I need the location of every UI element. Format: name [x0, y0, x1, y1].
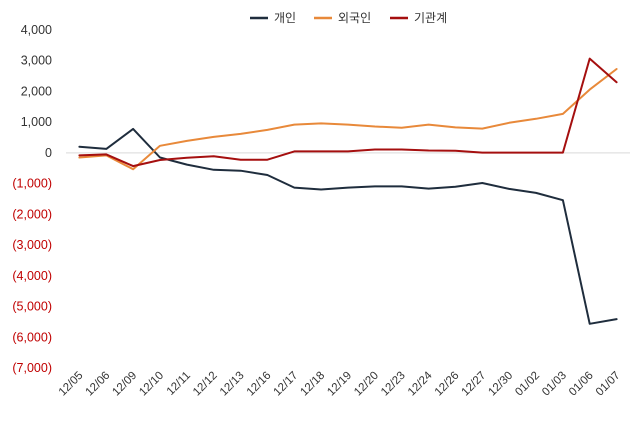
x-axis: 12/0512/0612/0912/1012/1112/1212/1312/16…: [57, 369, 623, 398]
x-tick-label: 12/30: [486, 370, 515, 399]
x-tick-label: 12/12: [191, 370, 220, 399]
x-tick-label: 01/03: [540, 370, 569, 399]
y-tick-label: (5,000): [12, 300, 52, 314]
x-tick-label: 12/23: [379, 370, 408, 399]
x-tick-label: 01/07: [594, 370, 623, 399]
x-tick-label: 01/02: [513, 370, 542, 399]
x-tick-label: 12/19: [325, 370, 354, 399]
x-tick-label: 12/06: [84, 370, 113, 399]
y-tick-label: (2,000): [12, 207, 52, 221]
series-line-2: [78, 57, 618, 168]
y-tick-label: (7,000): [12, 361, 52, 375]
legend-label-1: 외국인: [338, 11, 371, 25]
x-tick-label: 12/17: [272, 370, 301, 399]
x-tick-label: 12/16: [245, 370, 274, 399]
legend-label-0: 개인: [274, 11, 296, 25]
x-tick-label: 12/24: [406, 369, 435, 398]
legend-label-2: 기관계: [414, 11, 447, 25]
y-tick-label: 0: [45, 146, 52, 160]
x-tick-label: 12/13: [218, 370, 247, 399]
x-tick-label: 12/05: [57, 370, 86, 399]
series-layer: [78, 57, 618, 325]
x-tick-label: 12/27: [460, 370, 489, 399]
x-tick-label: 12/20: [352, 370, 381, 399]
y-tick-label: (4,000): [12, 269, 52, 283]
x-tick-label: 12/09: [110, 370, 139, 399]
series-line-0: [78, 127, 618, 325]
legend: 개인 외국인 기관계: [250, 11, 447, 25]
x-tick-label: 12/10: [137, 370, 166, 399]
y-axis: 4,000 3,000 2,000 1,000 0 (1,000) (2,000) (3,00…: [12, 23, 630, 375]
series-line-1: [78, 68, 618, 171]
y-tick-label: 1,000: [21, 115, 52, 129]
y-tick-label: (6,000): [12, 330, 52, 344]
y-tick-label: (1,000): [12, 177, 52, 191]
x-tick-label: 01/06: [567, 370, 596, 399]
y-tick-label: 4,000: [21, 23, 52, 37]
y-tick-label: 2,000: [21, 84, 52, 98]
x-tick-label: 12/11: [165, 370, 193, 398]
x-tick-label: 12/26: [433, 370, 462, 399]
y-tick-label: (3,000): [12, 238, 52, 252]
x-tick-label: 12/18: [298, 370, 327, 399]
y-tick-label: 3,000: [21, 54, 52, 68]
